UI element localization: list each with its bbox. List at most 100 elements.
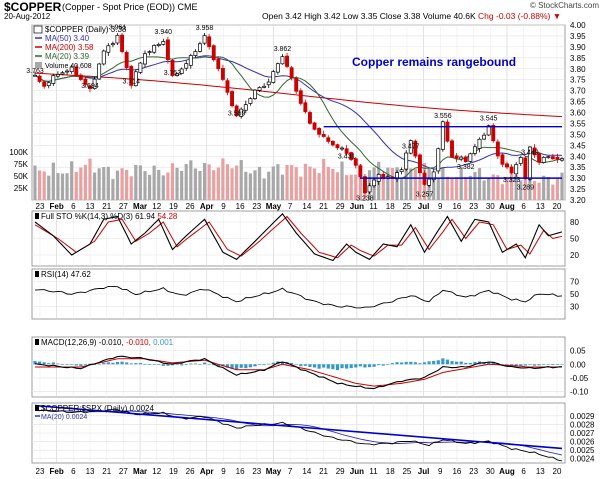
volume-bar	[358, 164, 362, 200]
macd-histogram-bar	[546, 363, 550, 365]
x-axis-label: Mar	[133, 202, 147, 211]
candle-body	[399, 169, 404, 172]
candle-body	[445, 121, 450, 142]
ratio-axis-tick-label: 0.0028	[570, 420, 595, 429]
x-axis-label: 16	[236, 202, 245, 211]
x-axis-label: 12	[152, 467, 161, 476]
ratio-axis-tick-label: 0.0024	[570, 455, 595, 464]
chart-description: (Copper - Spot Price (EOD)) CME	[62, 2, 198, 12]
volume-bar	[546, 176, 550, 200]
candle-body	[161, 41, 166, 45]
volume-bar	[345, 175, 349, 200]
macd-histogram-bar	[560, 363, 564, 365]
volume-bar	[482, 180, 486, 200]
low-value: Low 3.35	[342, 11, 378, 21]
candle-body	[358, 165, 363, 178]
volume-bar	[409, 168, 413, 200]
ratio-ma-legend-label: MA(20) 0.0024	[41, 414, 87, 421]
macd-histogram-bar	[79, 364, 83, 366]
macd-histogram-bar	[120, 361, 124, 365]
volume-bar	[70, 161, 74, 200]
volume-bar	[92, 172, 97, 200]
macd-histogram-bar	[555, 364, 560, 365]
x-axis-label: 21	[319, 202, 328, 211]
macd-histogram-bar	[262, 364, 266, 366]
price-value-label: 3.477	[402, 143, 420, 150]
price-value-label: 3.431	[338, 153, 356, 160]
volume-bar	[404, 167, 408, 200]
volume-bar	[450, 178, 454, 200]
x-axis-label: Aug	[499, 202, 515, 211]
x-axis-label: 18	[386, 467, 395, 476]
volume-bar	[395, 167, 399, 200]
volume-bar	[248, 173, 252, 200]
macd-histogram-bar	[491, 362, 495, 365]
candle-body	[147, 51, 152, 53]
ma200-legend-label: MA(200) 3.58	[45, 43, 94, 52]
candle-body	[198, 43, 202, 52]
volume-bar	[487, 178, 491, 200]
ma50-legend-label: MA(50) 3.40	[45, 34, 90, 43]
volume-bar	[551, 184, 555, 200]
candle-body	[321, 133, 326, 137]
candle-body	[165, 39, 170, 61]
stockcharts-copyright: © StockCharts.com	[529, 1, 599, 10]
volume-bar	[390, 167, 395, 200]
x-axis-label: 13	[86, 202, 95, 211]
candle-body	[220, 68, 225, 80]
x-axis-label: 25	[402, 467, 411, 476]
volume-bar	[299, 176, 303, 200]
candle-body	[491, 125, 496, 142]
x-axis-label: 27	[119, 202, 128, 211]
macd-histogram-bar	[349, 364, 353, 369]
candle-body	[230, 91, 235, 107]
candle-body	[527, 146, 532, 180]
candle-body	[468, 153, 473, 162]
candle-body	[560, 158, 564, 161]
volume-bar	[170, 163, 175, 200]
macd-histogram-bar	[500, 364, 505, 365]
macd-histogram-bar	[331, 364, 335, 370]
volume-bar	[60, 173, 65, 200]
volume-bar	[445, 176, 450, 200]
x-axis-label: Apr	[200, 467, 214, 476]
candle-body	[505, 163, 509, 168]
volume-bar	[532, 180, 537, 200]
macd-histogram-bar	[184, 364, 188, 365]
macd-histogram-bar	[464, 362, 468, 365]
candle-body	[193, 51, 198, 56]
candle-body	[408, 140, 413, 154]
volume-bar	[51, 162, 55, 200]
volume-bar	[537, 182, 541, 200]
macd-histogram-bar	[56, 363, 60, 365]
x-axis-label: 23	[36, 202, 45, 211]
volume-bar	[303, 163, 307, 200]
macd-histogram-bar	[299, 364, 303, 367]
candle-body	[482, 134, 487, 140]
macd-histogram-bar	[216, 364, 220, 367]
stochastic-legend-swatch	[35, 213, 39, 219]
candle-body	[514, 164, 519, 175]
x-axis-label: 21	[102, 467, 111, 476]
candle-body	[138, 62, 143, 73]
macd-histogram-bar	[335, 364, 340, 371]
candle-body	[340, 147, 344, 150]
candle-body	[120, 34, 125, 52]
volume-bar	[555, 179, 560, 200]
candle-body	[33, 74, 37, 77]
volume-bar	[340, 161, 344, 200]
candle-body	[133, 71, 138, 87]
volume-legend-label: Volume 40,608	[45, 63, 92, 70]
candle-body	[248, 98, 253, 104]
volume-bar	[331, 168, 335, 200]
volume-bar	[120, 168, 124, 200]
candle-body	[37, 75, 42, 82]
macd-histogram-bar	[505, 364, 509, 366]
macd-histogram-bar	[427, 361, 431, 365]
macd-histogram-bar	[308, 364, 312, 368]
macd-histogram-bar	[514, 364, 518, 366]
volume-bar	[56, 173, 60, 200]
candle-body	[65, 70, 70, 73]
volume-bar	[500, 184, 505, 200]
